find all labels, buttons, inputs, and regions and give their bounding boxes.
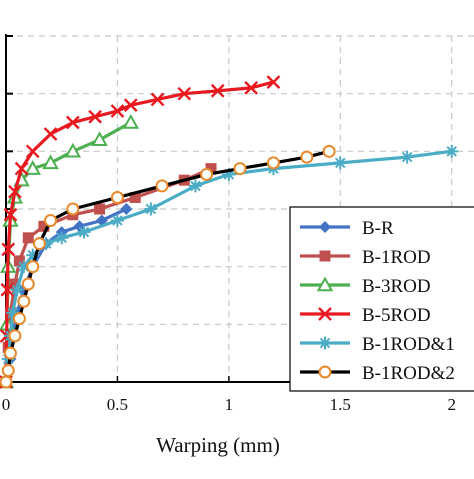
legend-label: B-3ROD — [362, 276, 431, 297]
x-axis-title: Warping (mm) — [156, 433, 280, 457]
data-point-circle — [266, 156, 280, 170]
data-point-asterisk — [55, 231, 69, 245]
data-point-asterisk — [400, 150, 414, 164]
data-point-x — [177, 86, 192, 101]
data-point-circle — [110, 190, 124, 204]
tick-labels: 0 0.5 1 1.5 2 — [2, 395, 456, 414]
data-point-circle — [318, 365, 332, 379]
data-point-circle — [155, 179, 169, 193]
data-point-x — [0, 282, 15, 297]
legend-item: B-R — [300, 218, 394, 239]
legend-label: B-1ROD&2 — [362, 363, 455, 384]
data-point-circle — [26, 260, 40, 274]
data-point-triangle — [316, 276, 334, 292]
data-point-x — [210, 83, 225, 98]
data-point-x — [88, 109, 102, 124]
legend-label: B-5ROD — [362, 305, 431, 326]
data-point-x — [150, 92, 165, 107]
data-point-circle — [44, 214, 58, 228]
series-b-r — [0, 203, 133, 388]
data-point-x — [244, 81, 258, 95]
data-point-circle — [3, 346, 17, 360]
x-tick-label: 0 — [2, 395, 11, 414]
data-point-circle — [1, 363, 15, 377]
series-b-5rod — [0, 75, 281, 389]
x-tick-label: 1 — [225, 395, 234, 414]
data-point-x — [43, 127, 58, 141]
data-point-x — [25, 144, 40, 159]
legend-item: B-1ROD&2 — [300, 363, 455, 384]
data-point-circle — [66, 202, 80, 216]
legend-item: B-1ROD — [300, 247, 431, 268]
data-point-circle — [233, 162, 247, 176]
series-line — [4, 167, 212, 383]
data-point-square — [22, 232, 34, 244]
x-tick-label: 2 — [447, 395, 456, 414]
data-point-x — [8, 184, 22, 199]
data-point-asterisk — [144, 202, 158, 216]
data-point-x — [123, 98, 138, 113]
data-point-triangle — [122, 113, 139, 129]
data-point-asterisk — [110, 214, 124, 228]
data-point-diamond — [120, 203, 133, 215]
data-point-circle — [0, 375, 13, 389]
data-point-asterisk — [318, 336, 332, 350]
x-tick-label: 1.5 — [330, 395, 351, 414]
legend: B-R B-1ROD B-3ROD B-5ROD B-1ROD&1 B-1ROD&2 — [289, 206, 474, 392]
legend-label: B-1ROD&1 — [362, 334, 455, 355]
data-point-square — [38, 220, 50, 232]
series-b-1rod-1 — [0, 144, 459, 389]
data-point-triangle — [42, 154, 59, 170]
data-point-asterisk — [445, 144, 459, 158]
series-b-3rod — [0, 113, 139, 389]
legend-label: B-1ROD — [362, 247, 431, 268]
series-b-1rod — [0, 163, 217, 388]
data-point-x — [266, 75, 281, 89]
data-point-circle — [322, 144, 336, 158]
data-point-circle — [12, 312, 26, 326]
data-point-square — [205, 163, 217, 175]
data-point-square — [129, 191, 141, 203]
legend-label: B-R — [362, 218, 394, 239]
data-point-circle — [300, 150, 314, 164]
data-point-asterisk — [188, 179, 202, 193]
data-point-x — [318, 307, 332, 321]
legend-item: B-5ROD — [300, 305, 431, 326]
data-point-asterisk — [10, 283, 24, 297]
data-point-triangle — [91, 131, 108, 146]
series-line — [4, 80, 274, 383]
data-point-x — [14, 161, 29, 176]
x-tick-label: 0.5 — [107, 395, 128, 414]
series-group — [0, 75, 459, 389]
data-point-asterisk — [77, 225, 91, 239]
data-point-circle — [200, 167, 214, 181]
data-point-diamond — [319, 221, 331, 233]
data-point-asterisk — [333, 156, 347, 170]
legend-item: B-1ROD&1 — [300, 334, 455, 355]
data-point-x — [1, 242, 16, 257]
legend-box — [289, 206, 474, 392]
data-point-circle — [17, 294, 31, 308]
legend-item: B-3ROD — [300, 276, 431, 297]
data-point-x — [110, 104, 125, 118]
data-point-circle — [32, 237, 46, 251]
data-point-square — [94, 203, 106, 215]
data-point-circle — [8, 329, 22, 343]
data-point-x — [3, 207, 18, 222]
data-point-square — [319, 250, 331, 262]
series-b-1rod-2 — [0, 144, 336, 389]
data-point-square — [9, 278, 21, 290]
data-point-x — [66, 115, 80, 130]
data-point-square — [13, 255, 25, 267]
data-point-triangle — [24, 160, 41, 175]
data-point-triangle — [64, 142, 82, 158]
data-point-circle — [21, 277, 35, 291]
